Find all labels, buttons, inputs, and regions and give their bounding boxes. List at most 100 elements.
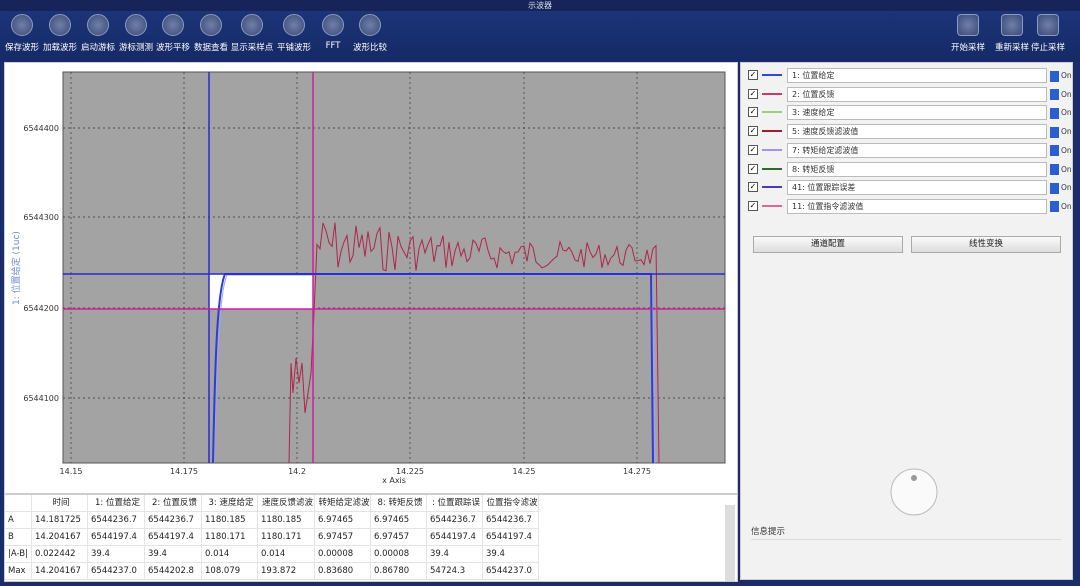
knob[interactable]	[889, 467, 949, 527]
y-tick-label: 6544100	[23, 394, 59, 403]
toolbar-button[interactable]: 保存波形	[0, 14, 44, 53]
plot: 14.15 14.175 14.2 14.225 14.25 14.275 6544400 6…	[10, 71, 726, 485]
table-cell: 1180.171	[258, 529, 315, 546]
table-header: 时间	[32, 495, 88, 512]
table-cell: 0.014	[202, 546, 258, 563]
ticks: 14.15 14.175 14.2 14.225 14.25 14.275 6544400 6…	[23, 124, 651, 476]
toolbar-button[interactable]: 开始采样	[946, 14, 990, 53]
toggle-label: On	[1061, 127, 1072, 137]
table-cell: 6.97465	[315, 512, 371, 529]
channel-select[interactable]: 2: 位置反馈	[787, 86, 1047, 102]
y-tick-label: 6544400	[23, 124, 59, 133]
channel-toggle[interactable]: On	[1050, 69, 1072, 82]
toolbar-icon	[49, 14, 71, 36]
toggle-box	[1050, 145, 1059, 157]
x-tick-label: 14.175	[170, 467, 198, 476]
toolbar-button[interactable]: 重新采样	[990, 14, 1034, 53]
toolbar-button[interactable]: 启动游标	[76, 14, 120, 53]
checkbox[interactable]: ✓	[748, 126, 758, 137]
channel-color	[762, 148, 782, 151]
channel-toggle[interactable]: On	[1050, 200, 1072, 213]
channel-select[interactable]: 1: 位置给定	[787, 68, 1047, 83]
x-axis-label: x Axis	[382, 476, 406, 485]
channel-toggle[interactable]: On	[1050, 88, 1072, 101]
row-header: Max	[5, 563, 32, 580]
table-cell: 39.4	[88, 546, 145, 563]
toolbar-button[interactable]: 停止采样	[1026, 14, 1070, 53]
row-header: A	[5, 512, 32, 529]
channel-toggle[interactable]: On	[1050, 163, 1072, 176]
table-cell: 6544236.7	[427, 512, 483, 529]
channel-toggle[interactable]: On	[1050, 181, 1072, 194]
toolbar-label: 显示采样点	[230, 43, 274, 53]
toolbar-button[interactable]: 显示采样点	[230, 14, 274, 53]
channel-toggle[interactable]: On	[1050, 125, 1072, 138]
toolbar-button[interactable]: FFT	[311, 14, 355, 51]
table-header: : 位置跟踪误	[427, 495, 483, 512]
toolbar-icon	[283, 14, 305, 36]
table-cell: 6544236.7	[145, 512, 202, 529]
channel-toggle[interactable]: On	[1050, 144, 1072, 157]
x-tick-label: 14.15	[60, 467, 83, 476]
toolbar-icon	[359, 14, 381, 36]
scrollbar[interactable]	[725, 505, 735, 581]
toggle-label: On	[1061, 201, 1072, 211]
toolbar-icon	[322, 14, 344, 36]
channel-select[interactable]: 41: 位置跟踪误差	[787, 180, 1047, 196]
toggle-label: On	[1061, 183, 1072, 193]
checkbox[interactable]: ✓	[748, 144, 758, 155]
title-bar: 示波器	[0, 0, 1080, 11]
checkbox[interactable]: ✓	[748, 70, 758, 80]
divider	[751, 539, 1061, 540]
toolbar-button[interactable]: 平铺波形	[272, 14, 316, 53]
channel-toggle[interactable]: On	[1050, 106, 1072, 119]
toggle-box	[1050, 164, 1059, 175]
table-cell: 0.022442	[32, 546, 88, 563]
table-corner	[5, 495, 32, 512]
channel-color	[762, 130, 782, 133]
channel-select[interactable]: 3: 速度给定	[787, 105, 1047, 121]
checkbox[interactable]: ✓	[748, 107, 758, 118]
channel-select[interactable]: 5: 速度反馈滤波值	[787, 124, 1047, 140]
checkbox[interactable]: ✓	[748, 163, 758, 174]
table-cell: 1180.171	[202, 529, 258, 546]
toolbar-label: 游标测测	[118, 43, 153, 53]
y-axis-label: 1: 位置给定 (1uc)	[10, 231, 22, 305]
button[interactable]: 线性变换	[911, 236, 1061, 253]
y-tick-label: 6544200	[23, 304, 59, 313]
table-cell: 6544197.4	[145, 529, 202, 546]
toolbar-icon	[957, 14, 979, 36]
checkbox[interactable]: ✓	[748, 88, 758, 99]
toolbar-button[interactable]: 游标测测	[114, 14, 158, 53]
table-header: 速度反馈滤波	[258, 495, 315, 512]
channel-select[interactable]: 7: 转矩给定滤波值	[787, 142, 1047, 158]
table-cell: 1180.185	[202, 512, 258, 529]
toolbar-button[interactable]: 波形比较	[348, 14, 392, 53]
toolbar-label: 波形平移	[155, 43, 190, 53]
toggle-label: On	[1061, 164, 1072, 174]
toolbar-label: 平铺波形	[276, 43, 311, 53]
channel-row: ✓ 8: 转矩反馈 On	[745, 161, 1072, 177]
channel-select[interactable]: 11: 位置指令滤波值	[787, 198, 1047, 214]
table-header: 位置指令滤波	[483, 495, 539, 512]
table-cell: 6.97465	[371, 512, 427, 529]
table-cell: 14.204167	[32, 529, 88, 546]
button[interactable]: 通道配置	[753, 236, 903, 253]
table-cell: 6544237.0	[88, 563, 145, 580]
row-header: B	[5, 529, 32, 546]
toolbar-label: FFT	[325, 41, 341, 51]
channel-select[interactable]: 8: 转矩反馈	[787, 161, 1047, 177]
toggle-box	[1050, 89, 1059, 101]
table-header: 转矩给定滤波	[315, 495, 371, 512]
checkbox[interactable]: ✓	[748, 200, 758, 211]
toggle-label: On	[1061, 89, 1072, 99]
toolbar-button[interactable]: 波形平移	[151, 14, 195, 53]
table-cell: 0.014	[258, 546, 315, 563]
channel-row: ✓ 2: 位置反馈 On	[745, 86, 1072, 102]
toolbar-button[interactable]: 数据查看	[189, 14, 233, 53]
checkbox[interactable]: ✓	[748, 182, 758, 193]
table-cell: 39.4	[427, 546, 483, 563]
channel-color	[762, 167, 782, 170]
toolbar-button[interactable]: 加载波形	[38, 14, 82, 53]
